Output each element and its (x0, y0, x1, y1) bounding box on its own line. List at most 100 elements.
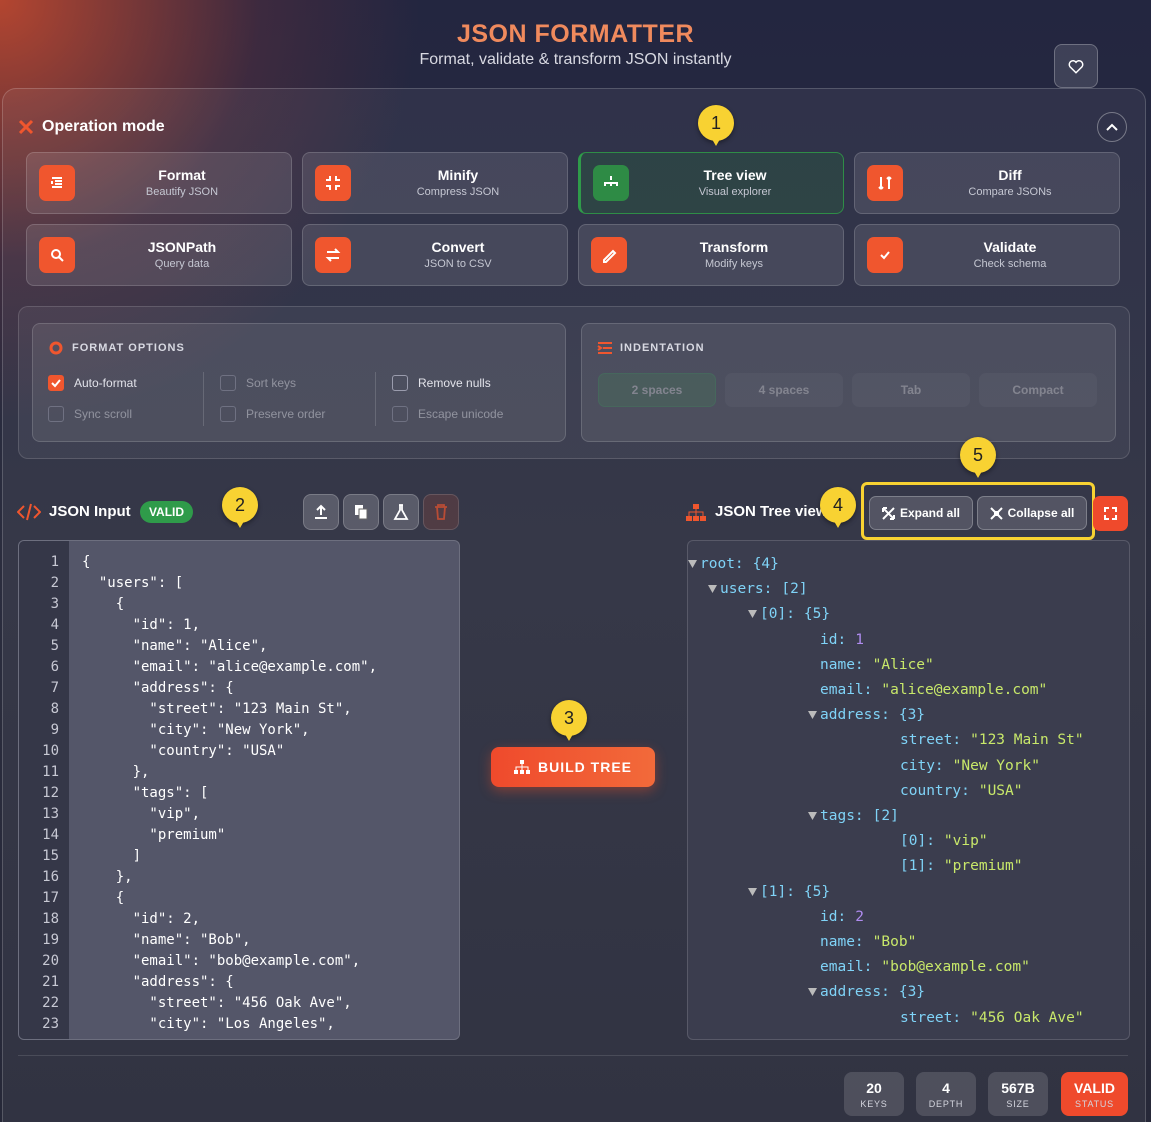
option[interactable]: Auto-format (48, 374, 137, 391)
tree-row: [0]: "vip" (900, 829, 988, 854)
code-line: "address": { (82, 974, 234, 990)
code-line: "street": "123 Main St", (82, 701, 352, 717)
tree-row: email: "bob@example.com" (820, 955, 1030, 980)
tree-view-icon (686, 504, 706, 521)
indent-button[interactable]: 2 spaces (598, 373, 716, 407)
mode-card[interactable]: Format Beautify JSON (26, 152, 292, 214)
tree-row: email: "alice@example.com" (820, 678, 1047, 703)
tree-row: [1]: "premium" (900, 854, 1023, 879)
code-line: "address": { (82, 680, 234, 696)
toggle-arrow (748, 880, 760, 905)
toggle-arrow (688, 552, 700, 577)
arrow (748, 610, 757, 619)
flask-icon (393, 504, 409, 520)
line-number: 11 (42, 764, 59, 780)
upload-button[interactable] (303, 494, 339, 530)
code-editor[interactable]: 1 {2 "users": [3 {4 "id": 1, 5 "name": "Al… (18, 540, 460, 1040)
check-mark (51, 378, 61, 387)
line-number: 20 (42, 953, 59, 969)
build-tree-button[interactable]: BUILD TREE (491, 747, 655, 787)
sample-button[interactable] (383, 494, 419, 530)
collapse-button[interactable] (1097, 112, 1127, 142)
mode-card[interactable]: Tree view Visual explorer (578, 152, 844, 214)
option[interactable]: Preserve order (220, 405, 325, 422)
favorite-button[interactable] (1054, 44, 1098, 88)
stat: VALID STATUS (1061, 1072, 1128, 1116)
mode-card[interactable]: Diff Compare JSONs (854, 152, 1120, 214)
tree-value: "Alice" (872, 656, 934, 673)
tree-value: {3} (898, 984, 926, 1001)
line-number: 19 (42, 932, 59, 948)
indentation-options (581, 323, 1116, 442)
option-label: Remove nulls (418, 375, 491, 390)
arrow (708, 585, 717, 594)
collapse-all-button[interactable]: Collapse all (977, 496, 1087, 530)
tree-row[interactable]: [0]: {5} (748, 602, 830, 627)
checkbox (392, 405, 408, 422)
tree-title: JSON Tree view (715, 503, 828, 520)
mode-card[interactable]: Convert JSON to CSV (302, 224, 568, 286)
stat-label: SIZE (1006, 1098, 1030, 1109)
tree-value: 2 (855, 908, 864, 925)
tree-row[interactable]: root: {4} (688, 552, 779, 577)
clear-button[interactable] (423, 494, 459, 530)
fullscreen-button[interactable] (1093, 496, 1128, 531)
checkbox (220, 374, 236, 391)
tree-value: 1 (855, 631, 864, 648)
stat: 4 DEPTH (916, 1072, 976, 1116)
line-number: 9 (50, 722, 59, 738)
tree-row[interactable]: [1]: {5} (748, 880, 830, 905)
line-number: 22 (42, 995, 59, 1011)
code-line: "country": "USA" (82, 743, 285, 759)
mode-card[interactable]: Validate Check schema (854, 224, 1120, 286)
mode-text: Transform Modify keys (639, 239, 829, 270)
code-line: "name": "Bob", (82, 932, 251, 948)
indent-icon (597, 342, 612, 354)
code-line: "premium" (82, 827, 226, 843)
tree-key: city: (900, 757, 944, 774)
mode-card[interactable]: Transform Modify keys (578, 224, 844, 286)
code-line: { (82, 554, 91, 570)
mode-name: Format (158, 167, 206, 183)
gear-icon (49, 341, 63, 355)
tree-value: "Bob" (872, 934, 917, 950)
mode-description: Check schema (973, 258, 1047, 270)
indent-button[interactable]: Tab (852, 373, 970, 407)
tree-row[interactable]: address: {3} (808, 703, 925, 728)
mode-name: Transform (699, 239, 769, 255)
mode-card[interactable]: JSONPath Query data (26, 224, 292, 286)
option[interactable]: Escape unicode (392, 405, 503, 422)
option[interactable]: Sync scroll (48, 405, 132, 422)
mode-name: JSONPath (147, 239, 217, 255)
tree-key: address: (820, 984, 890, 1001)
mode-text: Minify Compress JSON (363, 167, 553, 198)
indent-button[interactable]: 4 spaces (725, 373, 843, 407)
option[interactable]: Remove nulls (392, 374, 491, 391)
tree-row[interactable]: users: [2] (708, 577, 808, 602)
copy-button[interactable] (343, 494, 379, 530)
tree-row[interactable]: tags: [2] (808, 804, 899, 829)
stat-value: VALID (1074, 1079, 1115, 1096)
line-number: 5 (50, 638, 59, 654)
chevron-icon (1106, 123, 1118, 131)
tree-key: street: (900, 732, 962, 749)
tree-value: [2] (872, 808, 899, 824)
option-label: Sort keys (246, 375, 297, 390)
indent-button[interactable]: Compact (979, 373, 1097, 407)
stat-value: 20 (866, 1079, 882, 1096)
page-subtitle: Format, validate & transform JSON instan… (419, 51, 732, 68)
code-line: "vip", (82, 806, 201, 822)
option[interactable]: Sort keys (220, 374, 296, 391)
tree-row[interactable]: address: {3} (808, 980, 925, 1005)
line-number: 4 (50, 617, 59, 633)
toggle-arrow (708, 577, 720, 602)
line-number: 6 (50, 659, 59, 675)
option-label: Auto-format (74, 375, 137, 390)
line-number: 18 (42, 911, 59, 927)
tree-value: "bob@example.com" (881, 959, 1030, 976)
arrow (688, 560, 697, 568)
line-number: 13 (42, 806, 59, 822)
mode-card[interactable]: Minify Compress JSON (302, 152, 568, 214)
tree-key: address: (820, 707, 890, 724)
expand-all-button[interactable]: Expand all (869, 496, 973, 530)
